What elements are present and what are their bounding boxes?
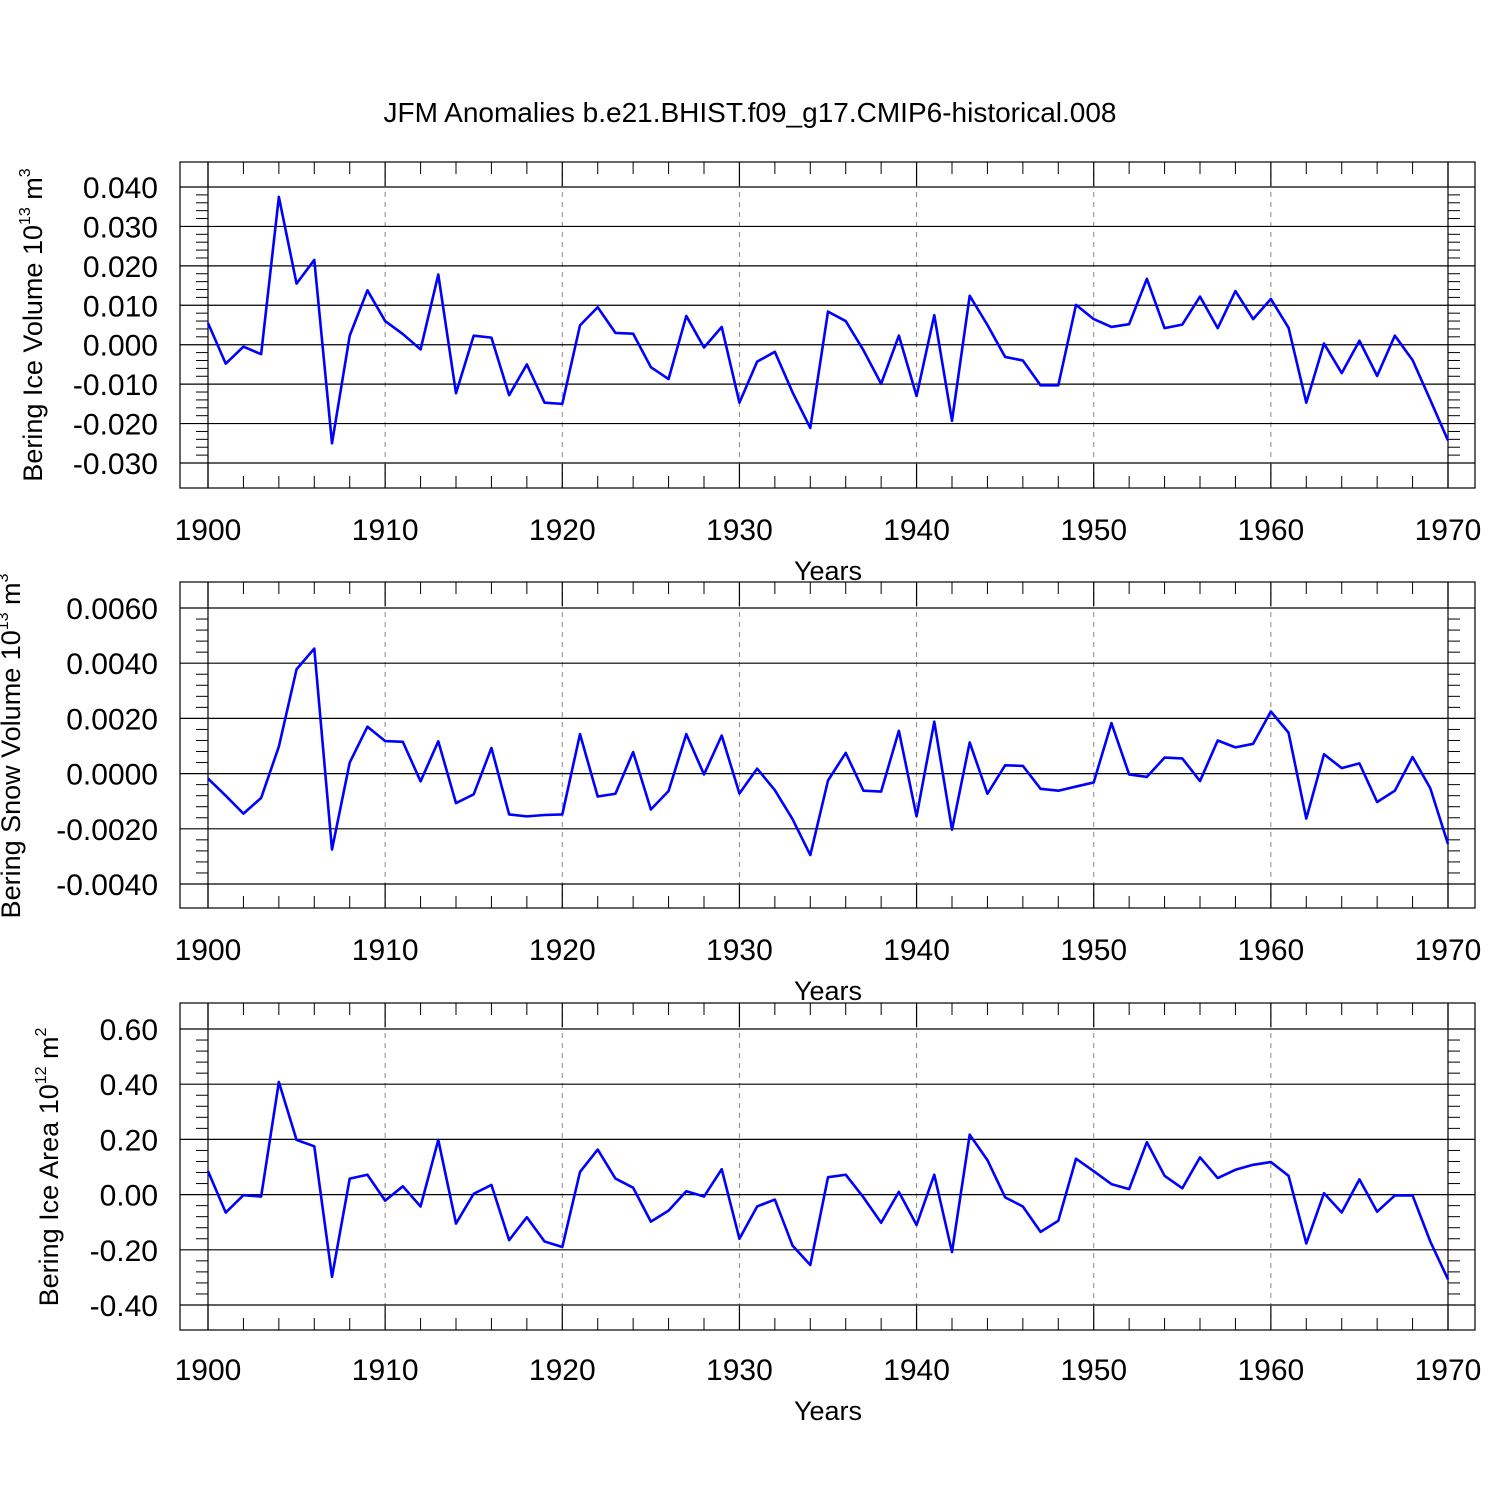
y-tick-label: 0.020 (83, 251, 158, 284)
panel-3: 1900 1910 1920 1930 1940 1950 1960 1970 0.60 0.40… (33, 1002, 1482, 1426)
y-tick-label: -0.20 (90, 1235, 158, 1268)
x-axis-label: Years (794, 556, 862, 586)
y-tick-label: 0.0020 (66, 703, 158, 736)
x-tick-label: 1970 (1415, 1354, 1482, 1387)
plot-frame (179, 161, 1476, 489)
x-tick-label: 1960 (1237, 934, 1304, 967)
y-tick-label: -0.020 (73, 409, 158, 442)
y-tick-label: 0.0000 (66, 759, 158, 792)
x-tick-label: 1900 (175, 514, 242, 547)
x-axis-label: Years (794, 1396, 862, 1426)
x-tick-label: 1960 (1237, 1354, 1304, 1387)
x-tick-label: 1930 (706, 934, 773, 967)
x-tick-label: 1900 (175, 934, 242, 967)
x-axis-label: Years (794, 976, 862, 1006)
panels: 1900 1910 1920 1930 1940 1950 1960 1970 0.040 0.0… (0, 161, 1482, 1426)
x-tick-label: 1930 (706, 514, 773, 547)
y-axis-label: Bering Snow Volume 1013 m3 (0, 573, 26, 918)
x-tick-label: 1920 (529, 1354, 596, 1387)
plot-frame (179, 1002, 1476, 1331)
x-tick-label: 1950 (1060, 934, 1127, 967)
figure-title: JFM Anomalies b.e21.BHIST.f09_g17.CMIP6-… (383, 97, 1116, 128)
y-tick-label: 0.010 (83, 290, 158, 323)
x-tick-label: 1930 (706, 1354, 773, 1387)
series-line (206, 195, 1450, 445)
series-line (206, 1080, 1450, 1280)
y-tick-label: -0.40 (90, 1290, 158, 1323)
x-tick-label: 1950 (1060, 1354, 1127, 1387)
series-line (207, 647, 1450, 857)
y-tick-label: 0.00 (100, 1180, 158, 1213)
y-tick-label: -0.010 (73, 369, 158, 402)
y-tick-label: 0.0060 (66, 593, 158, 626)
panel-2: 1900 1910 1920 1930 1940 1950 1960 1970 0.0060 0.… (0, 573, 1481, 1006)
y-tick-label: 0.20 (100, 1124, 158, 1157)
x-tick-label: 1910 (352, 1354, 419, 1387)
y-axis-label: Bering Ice Volume 1013 m3 (17, 168, 48, 481)
x-tick-label: 1920 (529, 934, 596, 967)
x-tick-label: 1940 (883, 514, 950, 547)
y-tick-label: 0.040 (83, 172, 158, 205)
y-tick-label: -0.0040 (56, 869, 158, 902)
y-tick-label: 0.000 (83, 330, 158, 363)
y-tick-label: 0.40 (100, 1069, 158, 1102)
y-tick-label: 0.0040 (66, 648, 158, 681)
x-tick-label: 1970 (1415, 934, 1482, 967)
x-tick-label: 1970 (1415, 514, 1482, 547)
x-tick-label: 1960 (1237, 514, 1304, 547)
x-tick-label: 1940 (883, 1354, 950, 1387)
y-tick-label: 0.60 (100, 1014, 158, 1047)
y-axis-label: Bering Ice Area 1012 m2 (33, 1027, 64, 1306)
y-tick-label: -0.0020 (56, 814, 158, 847)
x-tick-label: 1900 (175, 1354, 242, 1387)
x-tick-label: 1950 (1060, 514, 1127, 547)
y-tick-label: 0.030 (83, 211, 158, 244)
x-tick-label: 1940 (883, 934, 950, 967)
y-tick-label: -0.030 (73, 448, 158, 481)
x-tick-label: 1920 (529, 514, 596, 547)
panel-1: 1900 1910 1920 1930 1940 1950 1960 1970 0.040 0.0… (17, 161, 1482, 586)
x-tick-label: 1910 (352, 514, 419, 547)
plot-frame (179, 581, 1476, 909)
x-tick-label: 1910 (352, 934, 419, 967)
